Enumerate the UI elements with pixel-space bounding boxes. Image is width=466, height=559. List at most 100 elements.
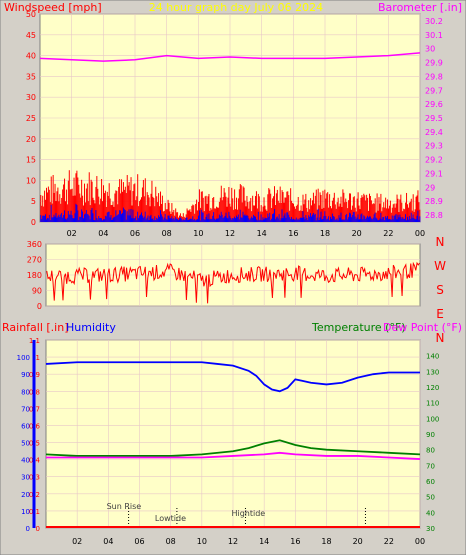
temperature-tick-label: 40 [426, 509, 435, 517]
windspeed-tick-label: 35 [26, 72, 36, 81]
humidity-tick-label: 30 [21, 474, 30, 482]
compass-label: E [436, 307, 444, 321]
humidity-tick-label: 50 [21, 440, 30, 448]
direction-tick-label: 180 [27, 271, 42, 280]
time-tick-label: 16 [290, 537, 300, 546]
time-tick-label: 22 [383, 229, 393, 238]
time-tick-label: 04 [98, 229, 108, 238]
windspeed-tick-label: 50 [26, 10, 36, 19]
direction-tick-label: 90 [32, 287, 42, 296]
time-tick-label: 22 [384, 537, 394, 546]
barometer-tick-label: 29.6 [425, 100, 443, 109]
humidity-tick-label: 10 [21, 508, 30, 516]
wind-series [40, 170, 421, 222]
lowtide-label: Lowtide [155, 514, 186, 523]
time-tick-label: 14 [259, 537, 269, 546]
barometer-tick-label: 28.8 [425, 211, 443, 220]
temperature-tick-label: 100 [426, 415, 439, 423]
barometer-tick-label: 30.1 [425, 31, 443, 40]
temperature-tick-label: 70 [426, 462, 435, 470]
rainfall-tick-label: 0 [36, 525, 40, 533]
time-tick-label: 18 [321, 537, 331, 546]
temperature-axis-title: Temperature (°F) [311, 321, 406, 334]
rainfall-tick-label: 1 [36, 354, 40, 362]
direction-tick-label: 360 [27, 240, 42, 249]
temperature-tick-label: 130 [426, 368, 439, 376]
temperature-tick-label: 60 [426, 478, 435, 486]
humidity-tick-label: 40 [21, 457, 30, 465]
time-tick-label: 20 [352, 229, 362, 238]
barometer-tick-label: 29.7 [425, 86, 443, 95]
barometer-tick-label: 29.5 [425, 114, 443, 123]
barometer-axis-title: Barometer [.in] [378, 1, 462, 14]
time-tick-label: 20 [353, 537, 363, 546]
time-tick-label: 08 [166, 537, 176, 546]
graph-title: 24 hour graph day July 06 2024 [149, 1, 323, 14]
compass-label: N [436, 331, 445, 345]
windspeed-tick-label: 45 [26, 31, 36, 40]
time-tick-label: 16 [288, 229, 298, 238]
humidity-tick-label: 60 [21, 422, 30, 430]
humidity-axis-title: Humidity [66, 321, 116, 334]
time-tick-label: 06 [134, 537, 144, 546]
windspeed-tick-label: 0 [31, 218, 36, 227]
compass-label: N [436, 235, 445, 249]
barometer-tick-label: 29.8 [425, 72, 443, 81]
windspeed-tick-label: 30 [26, 93, 36, 102]
temperature-tick-label: 30 [426, 525, 435, 533]
dew-point-line [46, 451, 421, 460]
windspeed-tick-label: 10 [26, 176, 36, 185]
time-tick-label: 12 [225, 229, 235, 238]
temperature-tick-label: 80 [426, 447, 435, 455]
windspeed-axis-title: Windspeed [mph] [4, 1, 102, 14]
barometer-tick-label: 29.4 [425, 128, 443, 137]
time-tick-label: 18 [320, 229, 330, 238]
direction-tick-label: 0 [37, 302, 42, 311]
windspeed-tick-label: 15 [26, 156, 36, 165]
time-tick-label: 12 [228, 537, 238, 546]
humidity-tick-label: 80 [21, 388, 30, 396]
barometer-tick-label: 30 [425, 45, 435, 54]
humidity-tick-label: 20 [21, 491, 30, 499]
humidity-tick-label: 0 [26, 525, 30, 533]
barometer-tick-label: 29.9 [425, 59, 443, 68]
temperature-tick-label: 120 [426, 384, 439, 392]
rainfall-axis-title: Rainfall [.in] [2, 321, 69, 334]
humidity-tick-label: 90 [21, 371, 30, 379]
temperature-tick-label: 90 [426, 431, 435, 439]
windspeed-tick-label: 20 [26, 135, 36, 144]
time-tick-label: 02 [72, 537, 82, 546]
compass-label: S [436, 283, 444, 297]
direction-tick-label: 270 [27, 256, 42, 265]
barometer-tick-label: 29.1 [425, 169, 443, 178]
barometer-tick-label: 29.2 [425, 156, 443, 165]
compass-label: W [434, 259, 446, 273]
temperature-tick-label: 140 [426, 353, 439, 361]
time-tick-label: 06 [130, 229, 140, 238]
time-tick-label: 02 [67, 229, 77, 238]
dew-point-axis-title: Dew Point (°F) [383, 321, 462, 334]
sunrise-label: Sun Rise [107, 502, 142, 511]
time-tick-label: 00 [415, 229, 425, 238]
barometer-line [39, 52, 421, 62]
temperature-tick-label: 110 [426, 400, 439, 408]
windspeed-tick-label: 5 [31, 197, 36, 206]
time-tick-label: 08 [162, 229, 172, 238]
temperature-line [45, 439, 421, 457]
humidity-tick-label: 70 [21, 405, 30, 413]
time-tick-label: 10 [197, 537, 207, 546]
direction-line [46, 261, 420, 304]
windspeed-tick-label: 25 [26, 114, 36, 123]
barometer-tick-label: 29.3 [425, 142, 443, 151]
temperature-tick-label: 50 [426, 494, 435, 502]
hightide-label: Hightide [231, 509, 265, 518]
barometer-tick-label: 28.9 [425, 197, 443, 206]
barometer-tick-label: 30.2 [425, 17, 443, 26]
time-tick-label: 10 [193, 229, 203, 238]
time-tick-label: 04 [103, 537, 113, 546]
humidity-tick-label: 100 [17, 354, 30, 362]
barometer-tick-label: 29 [425, 183, 435, 192]
